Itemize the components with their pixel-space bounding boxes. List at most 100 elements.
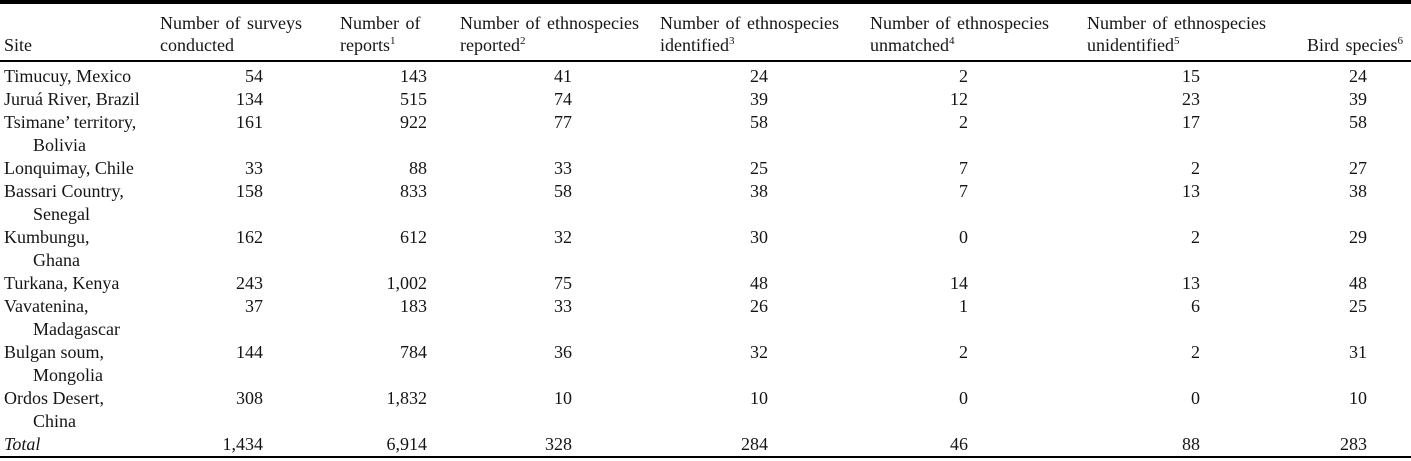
value-cell: 6 bbox=[1191, 296, 1200, 316]
value-cell: 308 bbox=[236, 388, 263, 408]
value-cell: 58 bbox=[554, 181, 572, 201]
site-cell: Vavatenina, Madagascar bbox=[0, 295, 160, 341]
value-cell: 2 bbox=[959, 112, 968, 132]
value-cell: 32 bbox=[750, 342, 768, 362]
column-header-ethnospecies-unmatched: Number of ethnospecies unmatched4 bbox=[870, 2, 1087, 61]
value-cell: 6,914 bbox=[386, 434, 428, 454]
table-row: Juruá River, Brazil 134 515 74 39 12 23 39 bbox=[0, 88, 1411, 111]
site-name: Turkana, Kenya bbox=[4, 273, 120, 293]
column-header-bird-species: Bird species6 bbox=[1305, 2, 1411, 61]
value-cell: 10 bbox=[554, 388, 572, 408]
site-cell: Juruá River, Brazil bbox=[0, 88, 160, 111]
value-cell: 26 bbox=[750, 296, 768, 316]
site-name-continued: China bbox=[33, 411, 76, 431]
column-header-text: Bird species bbox=[1307, 35, 1398, 55]
footnote-marker: 2 bbox=[519, 35, 526, 47]
value-cell: 143 bbox=[400, 66, 427, 86]
value-cell: 7 bbox=[959, 181, 968, 201]
table-row: Turkana, Kenya 243 1,002 75 48 14 13 48 bbox=[0, 272, 1411, 295]
value-cell: 25 bbox=[1349, 296, 1367, 316]
site-name: Lonquimay, Chile bbox=[4, 158, 134, 178]
site-name-continued: Madagascar bbox=[33, 319, 120, 339]
value-cell: 36 bbox=[554, 342, 572, 362]
value-cell: 1 bbox=[959, 296, 968, 316]
value-cell: 2 bbox=[1191, 158, 1200, 178]
value-cell: 144 bbox=[236, 342, 263, 362]
column-header-text: Site bbox=[4, 35, 33, 55]
table-header: Site Number of surveys conducted Number of r… bbox=[0, 2, 1411, 61]
value-cell: 23 bbox=[1182, 89, 1200, 109]
header-row: Site Number of surveys conducted Number of r… bbox=[0, 2, 1411, 61]
value-cell: 48 bbox=[1349, 273, 1367, 293]
value-cell: 284 bbox=[741, 434, 768, 454]
value-cell: 612 bbox=[400, 227, 427, 247]
value-cell: 1,434 bbox=[222, 434, 264, 454]
site-name: Juruá River, Brazil bbox=[4, 89, 140, 109]
value-cell: 48 bbox=[750, 273, 768, 293]
value-cell: 27 bbox=[1349, 158, 1367, 178]
value-cell: 2 bbox=[959, 342, 968, 362]
site-cell: Lonquimay, Chile bbox=[0, 157, 160, 180]
site-cell: Bulgan soum, Mongolia bbox=[0, 341, 160, 387]
value-cell: 0 bbox=[959, 388, 968, 408]
site-name: Tsimane’ territory, bbox=[4, 112, 137, 132]
column-header-text: Number of bbox=[340, 13, 421, 33]
value-cell: 74 bbox=[554, 89, 572, 109]
value-cell: 46 bbox=[950, 434, 968, 454]
value-cell: 39 bbox=[1349, 89, 1367, 109]
value-cell: 54 bbox=[245, 66, 263, 86]
table-row: Bassari Country, Senegal 158 833 58 38 7 13 38 bbox=[0, 180, 1411, 226]
value-cell: 39 bbox=[750, 89, 768, 109]
value-cell: 158 bbox=[236, 181, 263, 201]
value-cell: 10 bbox=[750, 388, 768, 408]
site-cell: Ordos Desert, China bbox=[0, 387, 160, 433]
footnote-marker: 6 bbox=[1397, 35, 1404, 47]
value-cell: 29 bbox=[1349, 227, 1367, 247]
column-header-text: Number of ethnospecies bbox=[870, 13, 1049, 33]
footnote-marker: 4 bbox=[948, 35, 955, 47]
value-cell: 7 bbox=[959, 158, 968, 178]
value-cell: 2 bbox=[1191, 227, 1200, 247]
footnote-marker: 5 bbox=[1173, 35, 1180, 47]
total-row: Total 1,434 6,914 328 284 46 88 283 bbox=[0, 433, 1411, 457]
value-cell: 15 bbox=[1182, 66, 1200, 86]
site-name-continued: Senegal bbox=[33, 204, 90, 224]
column-header-text: Number of surveys bbox=[160, 13, 302, 33]
value-cell: 2 bbox=[1191, 342, 1200, 362]
table-row: Timucuy, Mexico 54 143 41 24 2 15 24 bbox=[0, 61, 1411, 88]
value-cell: 31 bbox=[1349, 342, 1367, 362]
value-cell: 33 bbox=[554, 296, 572, 316]
value-cell: 243 bbox=[236, 273, 263, 293]
column-header-text: reported bbox=[460, 35, 520, 55]
value-cell: 38 bbox=[750, 181, 768, 201]
footnote-marker: 1 bbox=[389, 35, 396, 47]
site-name: Kumbungu, bbox=[4, 227, 90, 247]
site-cell: Kumbungu, Ghana bbox=[0, 226, 160, 272]
column-header-text: identified bbox=[660, 35, 729, 55]
table-body: Timucuy, Mexico 54 143 41 24 2 15 24 Juruá River… bbox=[0, 61, 1411, 457]
value-cell: 328 bbox=[545, 434, 572, 454]
value-cell: 24 bbox=[750, 66, 768, 86]
value-cell: 37 bbox=[245, 296, 263, 316]
value-cell: 33 bbox=[245, 158, 263, 178]
value-cell: 162 bbox=[236, 227, 263, 247]
table-row: Kumbungu, Ghana 162 612 32 30 0 2 29 bbox=[0, 226, 1411, 272]
column-header-text: unidentified bbox=[1087, 35, 1174, 55]
value-cell: 25 bbox=[750, 158, 768, 178]
value-cell: 24 bbox=[1349, 66, 1367, 86]
column-header-text: Number of ethnospecies bbox=[1087, 13, 1266, 33]
site-name: Ordos Desert, bbox=[4, 388, 104, 408]
site-name-continued: Bolivia bbox=[33, 135, 86, 155]
value-cell: 77 bbox=[554, 112, 572, 132]
value-cell: 161 bbox=[236, 112, 263, 132]
footnote-marker: 3 bbox=[728, 35, 735, 47]
site-cell: Timucuy, Mexico bbox=[0, 61, 160, 88]
column-header-site: Site bbox=[0, 2, 160, 61]
table-row: Ordos Desert, China 308 1,832 10 10 0 0 10 bbox=[0, 387, 1411, 433]
column-header-text: Number of ethnospecies bbox=[660, 13, 839, 33]
value-cell: 1,832 bbox=[386, 388, 428, 408]
site-name: Bulgan soum, bbox=[4, 342, 105, 362]
site-cell: Turkana, Kenya bbox=[0, 272, 160, 295]
table-row: Vavatenina, Madagascar 37 183 33 26 1 6 25 bbox=[0, 295, 1411, 341]
